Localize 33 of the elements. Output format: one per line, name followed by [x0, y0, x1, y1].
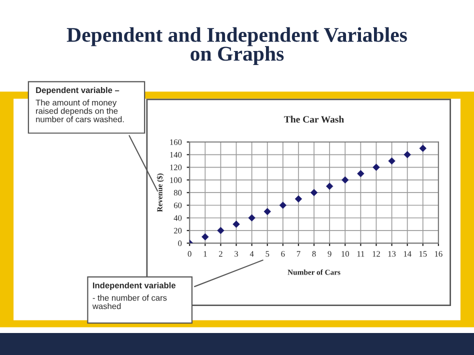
x-tick-label: 1: [204, 251, 207, 257]
x-tick-label: 16: [435, 251, 442, 257]
y-tick-label: 160: [170, 139, 182, 145]
y-tick-label: 100: [170, 177, 182, 183]
x-tick-label: 15: [419, 251, 427, 257]
x-tick-label: 12: [372, 251, 380, 257]
x-tick-label: 3: [234, 251, 238, 257]
x-tick-label: 8: [312, 251, 316, 257]
text: Independent variable: [92, 282, 176, 290]
x-tick-label: 6: [281, 251, 285, 257]
x-tick-label: 9: [328, 251, 332, 257]
y-tick-label: 120: [170, 164, 182, 170]
x-tick-label: 5: [266, 251, 270, 257]
x-tick-label: 13: [388, 251, 396, 257]
text: The amount of money raised depends on the number of cars washed.: [36, 99, 124, 122]
x-tick-label: 2: [218, 251, 222, 257]
text: Dependent variable –: [36, 86, 120, 95]
x-tick-label: 11: [357, 251, 364, 257]
x-tick-label: 10: [342, 251, 349, 257]
y-tick-label: 0: [178, 240, 182, 246]
y-tick-label: 40: [174, 215, 182, 221]
text: Dependent and Independent Variables on Graphs: [66, 27, 407, 66]
y-tick-label: 80: [174, 190, 182, 196]
point: [388, 157, 396, 165]
y-tick-label: 20: [174, 228, 182, 234]
text: - the number of cars washed: [92, 294, 167, 310]
x-tick-label: 14: [404, 251, 412, 257]
y-tick-label: 140: [170, 152, 182, 158]
chart-title: The Car Wash: [284, 116, 344, 123]
x-tick-label: 7: [296, 251, 300, 257]
y-tick-label: 60: [174, 202, 182, 208]
x-tick-label: 4: [250, 251, 254, 257]
x-tick-label: 0: [188, 251, 192, 257]
